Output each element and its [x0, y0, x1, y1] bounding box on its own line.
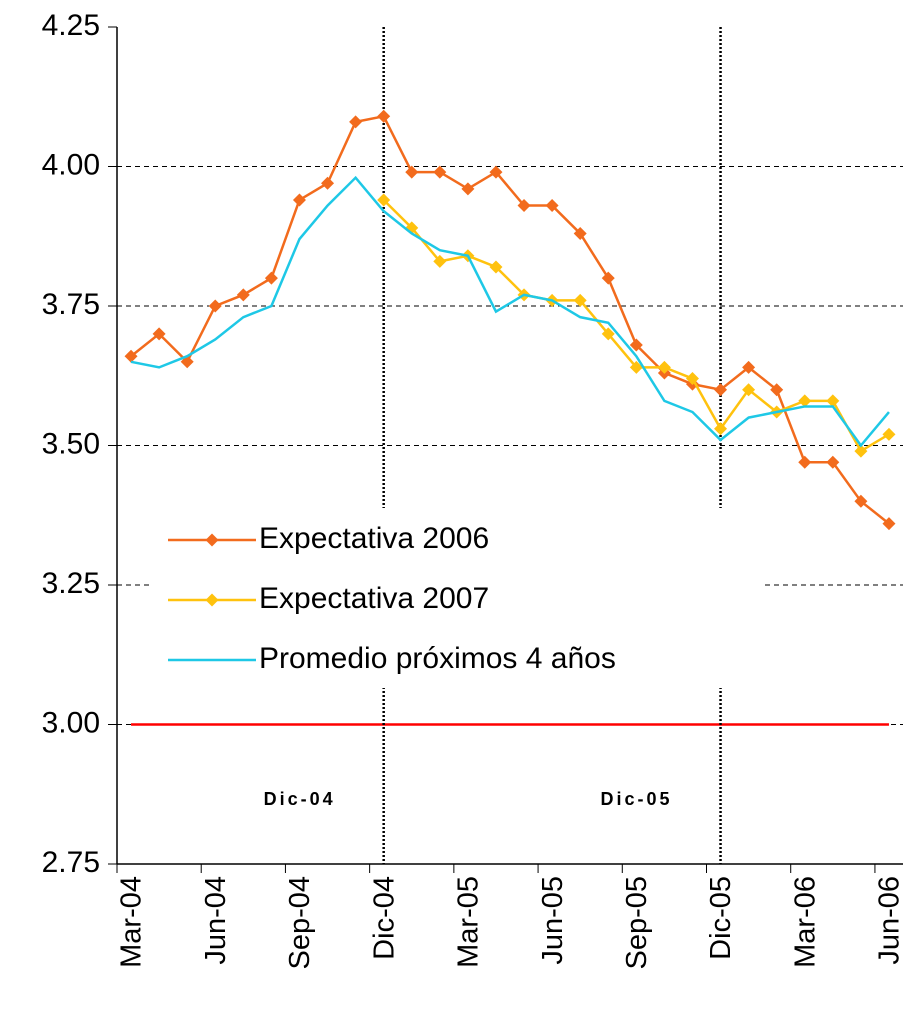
marker [321, 177, 334, 190]
marker [209, 300, 222, 313]
marker [798, 456, 811, 469]
marker [461, 182, 474, 195]
marker [882, 428, 895, 441]
marker [265, 272, 278, 285]
y-tick-label: 3.25 [42, 567, 100, 600]
x-tick-label: Dic-05 [705, 876, 737, 960]
x-tick-label: Mar-05 [453, 876, 485, 968]
series-line [384, 200, 889, 451]
annotation: Dic-05 [601, 789, 673, 809]
y-tick-label: 3.50 [42, 427, 100, 460]
y-tick-label: 4.00 [42, 148, 100, 181]
x-tick-label: Dic-04 [368, 876, 400, 960]
marker [433, 166, 446, 179]
marker [405, 166, 418, 179]
legend: Expectativa 2006 Expectativa 2007 Promedio… [150, 508, 762, 688]
y-tick-label: 4.25 [42, 9, 100, 42]
series-line [131, 178, 889, 446]
legend-label: Expectativa 2007 [259, 582, 489, 615]
marker [349, 115, 362, 128]
page: 2.75 3.00 3.25 3.50 3.75 4.00 4.25 Mar-04 Jun-04… [0, 0, 904, 1016]
x-tick-label: Jun-05 [537, 876, 569, 965]
annotation: Dic-04 [264, 789, 336, 809]
legend-label: Expectativa 2006 [259, 522, 489, 555]
series-line [131, 116, 889, 523]
x-tick-label: Mar-06 [789, 876, 821, 968]
x-tick-label: Sep-05 [621, 876, 653, 970]
chart: 2.75 3.00 3.25 3.50 3.75 4.00 4.25 Mar-04 Jun-04… [0, 0, 904, 1016]
x-tick-label: Jun-06 [874, 876, 904, 965]
legend-label: Promedio próximos 4 años [259, 642, 616, 675]
x-tick-label: Sep-04 [284, 876, 316, 970]
marker [602, 272, 615, 285]
x-tick-label: Jun-04 [200, 876, 232, 965]
marker [377, 110, 390, 123]
y-tick-label: 2.75 [42, 846, 100, 879]
marker [293, 193, 306, 206]
x-tick-label: Mar-04 [116, 876, 148, 968]
marker [237, 288, 250, 301]
y-tick-label: 3.00 [42, 706, 100, 739]
y-tick-label: 3.75 [42, 288, 100, 321]
